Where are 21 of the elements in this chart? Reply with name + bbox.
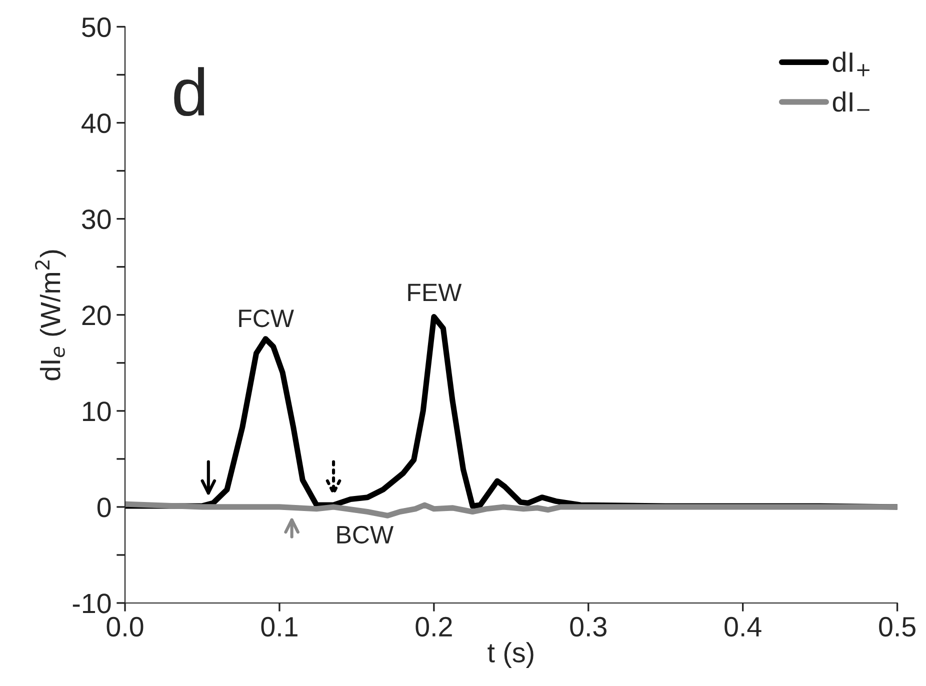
x-tick-label: 0.4 [724, 616, 762, 637]
y-tick-label: 40 [82, 113, 111, 134]
y-tick-label: 50 [82, 17, 111, 38]
x-axis-title: t (s) [488, 642, 534, 668]
x-tick-label: 0.1 [261, 616, 298, 637]
x-tick-label: 0.0 [106, 616, 144, 637]
annotation: BCW [337, 526, 394, 544]
x-tick-label: 0.2 [416, 616, 452, 637]
y-tick-label: -10 [72, 594, 111, 614]
legend-label: dI$_{−}$ [832, 91, 870, 112]
x-tick-label: 0.3 [570, 616, 606, 637]
y-axis-title: dI$_{e}$ (W/m$^{2}$) [35, 250, 66, 380]
y-tick-label: 20 [82, 306, 111, 326]
legend-label: dI$_{+}$ [832, 52, 870, 76]
annotation: d [174, 67, 204, 116]
annotation: FEW [408, 284, 462, 302]
annotation: FCW [239, 310, 294, 328]
y-tick-label: 30 [82, 210, 111, 230]
y-tick-label: 10 [83, 402, 111, 422]
x-tick-label: 0.5 [879, 616, 916, 637]
y-tick-label: 0 [97, 498, 111, 518]
